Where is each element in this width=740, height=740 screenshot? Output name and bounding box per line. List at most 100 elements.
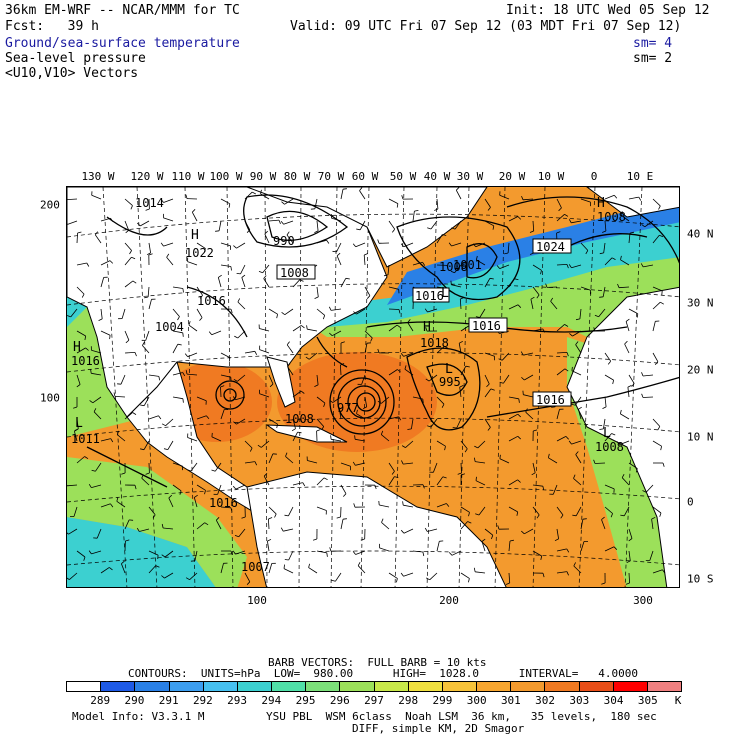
wind-barb-flag [329,399,333,403]
wind-barb [196,484,206,491]
wind-barb [331,438,342,442]
wind-barb-flag [627,385,632,388]
wind-barb [359,220,366,230]
wind-barb-flag [356,409,358,414]
wind-barb-flag [233,378,238,382]
wind-barb-flag [116,497,119,502]
wind-barb [412,261,423,266]
wind-barb [91,349,102,354]
longitude-label: 10 E [626,170,654,183]
wind-barb [381,396,390,404]
pressure-label: 990 [273,234,295,248]
wind-barb [314,198,318,209]
pressure-label: 1024 [536,240,565,254]
colorbar-swatch [442,682,478,691]
wind-barb-flag [312,538,318,541]
wind-barb [172,396,183,400]
wind-barb-flag [474,445,478,449]
wind-barb [340,519,344,530]
wind-barb [364,343,368,354]
low-marker: L [441,286,449,301]
wind-barb-flag [486,383,490,388]
wind-barb [220,242,231,247]
wind-barb [308,567,318,574]
wind-barb-flag [654,361,659,365]
wind-barb-flag [131,256,136,260]
wind-barb [651,519,654,530]
high-marker: H [423,320,431,335]
wind-barb [236,242,246,249]
wind-barb [218,220,222,231]
pressure-box [468,317,508,333]
wind-barb-flag [593,327,596,332]
latitude-label: 20 N [687,363,714,377]
forecast-hour: Fcst: 39 h [5,19,99,34]
wind-barb-flag [391,228,396,233]
wind-barb [168,497,174,508]
wind-barb [556,214,565,222]
wind-barb [484,198,491,208]
wind-barb-flag [401,460,404,465]
wind-barb [525,411,534,420]
wind-barb-flag [582,518,587,520]
wind-barb-flag [550,297,554,302]
pressure-label: 995 [439,375,461,389]
wind-barb [550,301,558,310]
wind-barb-flag [359,187,363,191]
wind-barb-flag [234,535,239,538]
wind-barb [100,217,111,222]
wind-barb-flag [566,352,569,357]
wind-barb-flag [564,213,569,217]
wind-barb [403,528,414,534]
wind-barb [307,460,318,464]
wind-barb [259,349,270,354]
wind-barb-flag [314,230,319,233]
wind-barb-flag [177,316,180,321]
wind-barb [76,347,86,354]
wind-barb-flag [321,426,325,431]
wind-barb [388,476,395,486]
wind-barb [292,390,302,398]
wind-barb [624,343,630,354]
wind-barb [556,436,567,442]
wind-barb-flag [456,187,460,191]
wind-barb [340,484,347,494]
wind-barb [316,308,325,316]
wind-barb-flag [125,339,130,344]
wind-barb [124,519,130,530]
wind-barb [388,416,399,420]
wind-barb-flag [336,516,341,519]
wind-barb [532,506,540,516]
wind-barb [628,572,630,584]
pressure-label: 1011 [71,432,100,446]
wind-barb-flag [457,472,462,475]
wind-barb-flag [611,433,616,436]
wind-barb-flag [568,264,572,268]
colorbar-label: 304 [603,694,624,707]
wind-barb [476,259,486,266]
wind-barb-flag [362,406,367,410]
wind-barb [284,198,294,205]
wind-barb-flag [91,469,96,472]
wind-barb [167,440,174,450]
wind-barb [508,304,519,310]
wind-barb-flag [340,341,345,344]
wind-barb [260,193,270,200]
low-marker: L [445,362,453,377]
wind-barb [602,286,606,297]
wind-barb [96,528,102,539]
wind-barb-flag [610,513,613,518]
wind-barb-flag [300,390,305,394]
wind-barb [508,540,511,552]
wind-barb [139,528,150,532]
wind-barb-flag [285,452,288,457]
wind-barb-flag [662,569,666,574]
wind-barb-flag [228,357,231,362]
wind-barb-flag [352,461,356,466]
wind-barb [148,374,159,377]
wind-barb [478,506,486,516]
wind-barb-flag [260,189,262,194]
bottom-tick-300: 300 [633,594,653,607]
wind-barb [67,198,78,200]
wind-barb [316,477,325,486]
